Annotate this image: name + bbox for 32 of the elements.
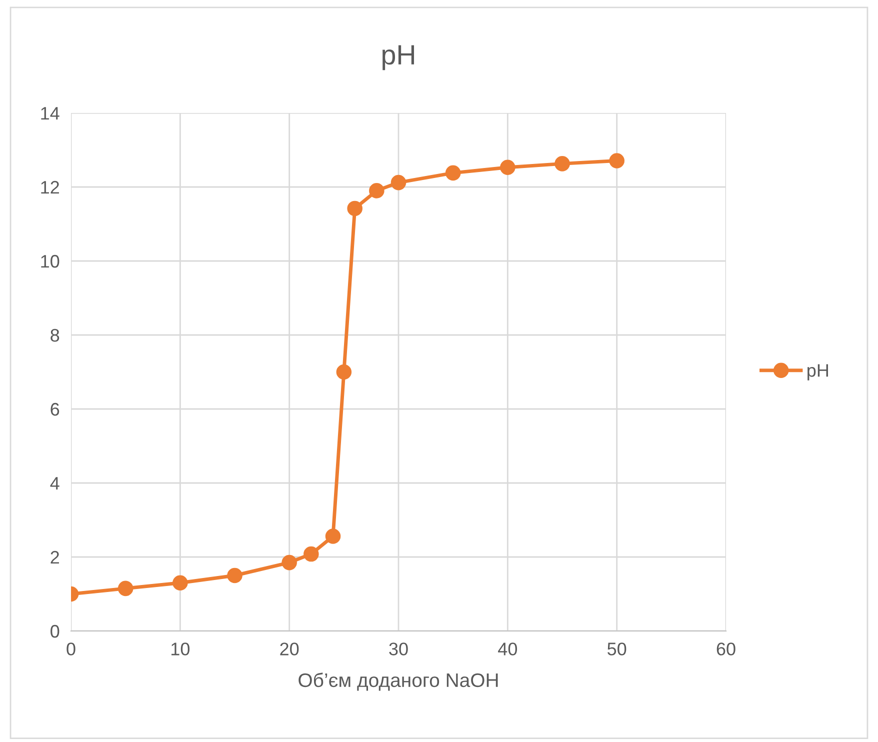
point [304, 546, 319, 562]
point [336, 364, 352, 380]
point [500, 160, 516, 176]
y-tick-label: 4 [50, 477, 60, 490]
chart-title: pH [382, 45, 414, 70]
y-tick-label: 8 [50, 328, 60, 342]
x-tick-label: 30 [389, 642, 408, 656]
y-tick-label: 12 [41, 180, 59, 194]
point [118, 580, 134, 596]
x-tick-label: 10 [172, 642, 190, 656]
x-tick-label: 0 [66, 642, 76, 656]
y-tick-label: 0 [50, 624, 60, 638]
point [325, 528, 341, 544]
point [554, 156, 570, 172]
point [390, 174, 406, 190]
x-tick-label: 40 [498, 642, 518, 656]
y-tick-label: 6 [50, 402, 60, 416]
y-tick-label: 14 [41, 107, 60, 120]
x-tick-label: 60 [716, 642, 736, 656]
point [445, 165, 461, 181]
point [347, 200, 362, 216]
y-tick-label: 2 [50, 550, 59, 564]
point [282, 554, 297, 570]
point [369, 183, 384, 198]
point [609, 153, 624, 168]
point [227, 568, 242, 584]
point [172, 575, 188, 591]
legend-label: pH [808, 364, 828, 380]
x-tick-label: 50 [608, 642, 626, 656]
y-tick-label: 10 [41, 254, 60, 268]
x-tick-label: 20 [280, 642, 299, 656]
x-axis-title: Об’єм доданого NaOH [298, 672, 498, 691]
